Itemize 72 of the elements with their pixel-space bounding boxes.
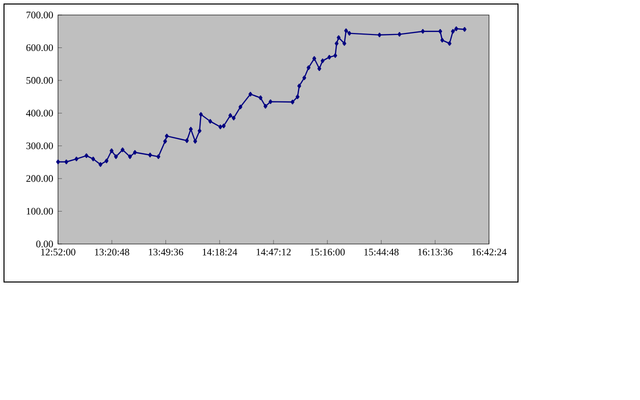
point xyxy=(336,35,341,40)
x-tick-label: 16:13:36 xyxy=(418,248,453,256)
x-tick-label: 13:49:36 xyxy=(148,248,184,256)
point xyxy=(232,116,236,120)
point xyxy=(312,56,316,61)
point xyxy=(84,153,88,158)
point xyxy=(156,154,160,159)
point xyxy=(333,53,338,58)
y-tick-label: 700.00 xyxy=(26,12,53,18)
point xyxy=(378,32,382,38)
point xyxy=(438,29,442,34)
x-tick-label: 14:18:24 xyxy=(202,248,238,256)
point xyxy=(198,128,202,134)
point xyxy=(462,27,466,32)
point xyxy=(56,160,60,164)
y-tick-label: 300.00 xyxy=(26,142,53,150)
point xyxy=(222,124,226,128)
point xyxy=(268,99,272,104)
point xyxy=(454,26,458,32)
point xyxy=(344,28,348,34)
x-tick-label: 15:16:00 xyxy=(310,248,345,256)
point xyxy=(184,138,189,143)
point xyxy=(98,162,102,167)
y-tick-label: 200.00 xyxy=(26,175,53,182)
point xyxy=(297,84,302,88)
point xyxy=(327,54,332,60)
x-tick-label: 12:52:00 xyxy=(41,248,76,256)
point xyxy=(188,126,193,132)
point xyxy=(258,95,262,100)
point xyxy=(320,58,324,64)
point xyxy=(120,147,124,152)
point xyxy=(440,38,444,43)
point xyxy=(448,41,452,46)
point xyxy=(133,150,137,155)
point xyxy=(451,29,455,34)
point xyxy=(228,113,232,118)
point xyxy=(317,66,322,71)
point xyxy=(290,100,294,104)
point xyxy=(302,75,306,80)
y-tick-label: 500.00 xyxy=(26,77,53,84)
point xyxy=(128,154,132,159)
point xyxy=(104,158,108,164)
point xyxy=(306,65,310,70)
point xyxy=(164,134,169,138)
point xyxy=(238,104,242,110)
point xyxy=(348,30,352,36)
point xyxy=(334,41,339,46)
point xyxy=(199,112,203,117)
point xyxy=(264,104,268,109)
x-tick-label: 14:47:12 xyxy=(256,248,291,256)
point xyxy=(398,32,402,37)
point xyxy=(193,138,198,144)
point xyxy=(114,154,118,159)
point xyxy=(163,138,168,144)
point xyxy=(74,156,78,162)
point xyxy=(208,118,212,124)
y-tick-label: 600.00 xyxy=(26,44,53,52)
point xyxy=(420,29,425,34)
point xyxy=(64,160,68,164)
y-tick-label: 400.00 xyxy=(26,110,53,117)
x-tick-label: 16:42:24 xyxy=(472,248,507,256)
point xyxy=(342,41,346,46)
y-tick-label: 100.00 xyxy=(26,208,53,215)
point xyxy=(218,124,222,130)
point xyxy=(91,156,96,162)
point xyxy=(248,92,252,96)
x-tick-label: 13:20:48 xyxy=(95,248,130,256)
x-tick-label: 15:44:48 xyxy=(364,248,399,256)
point xyxy=(296,94,300,100)
point xyxy=(148,152,152,158)
y-tick-label: 0.00 xyxy=(36,240,53,248)
point xyxy=(110,148,114,154)
